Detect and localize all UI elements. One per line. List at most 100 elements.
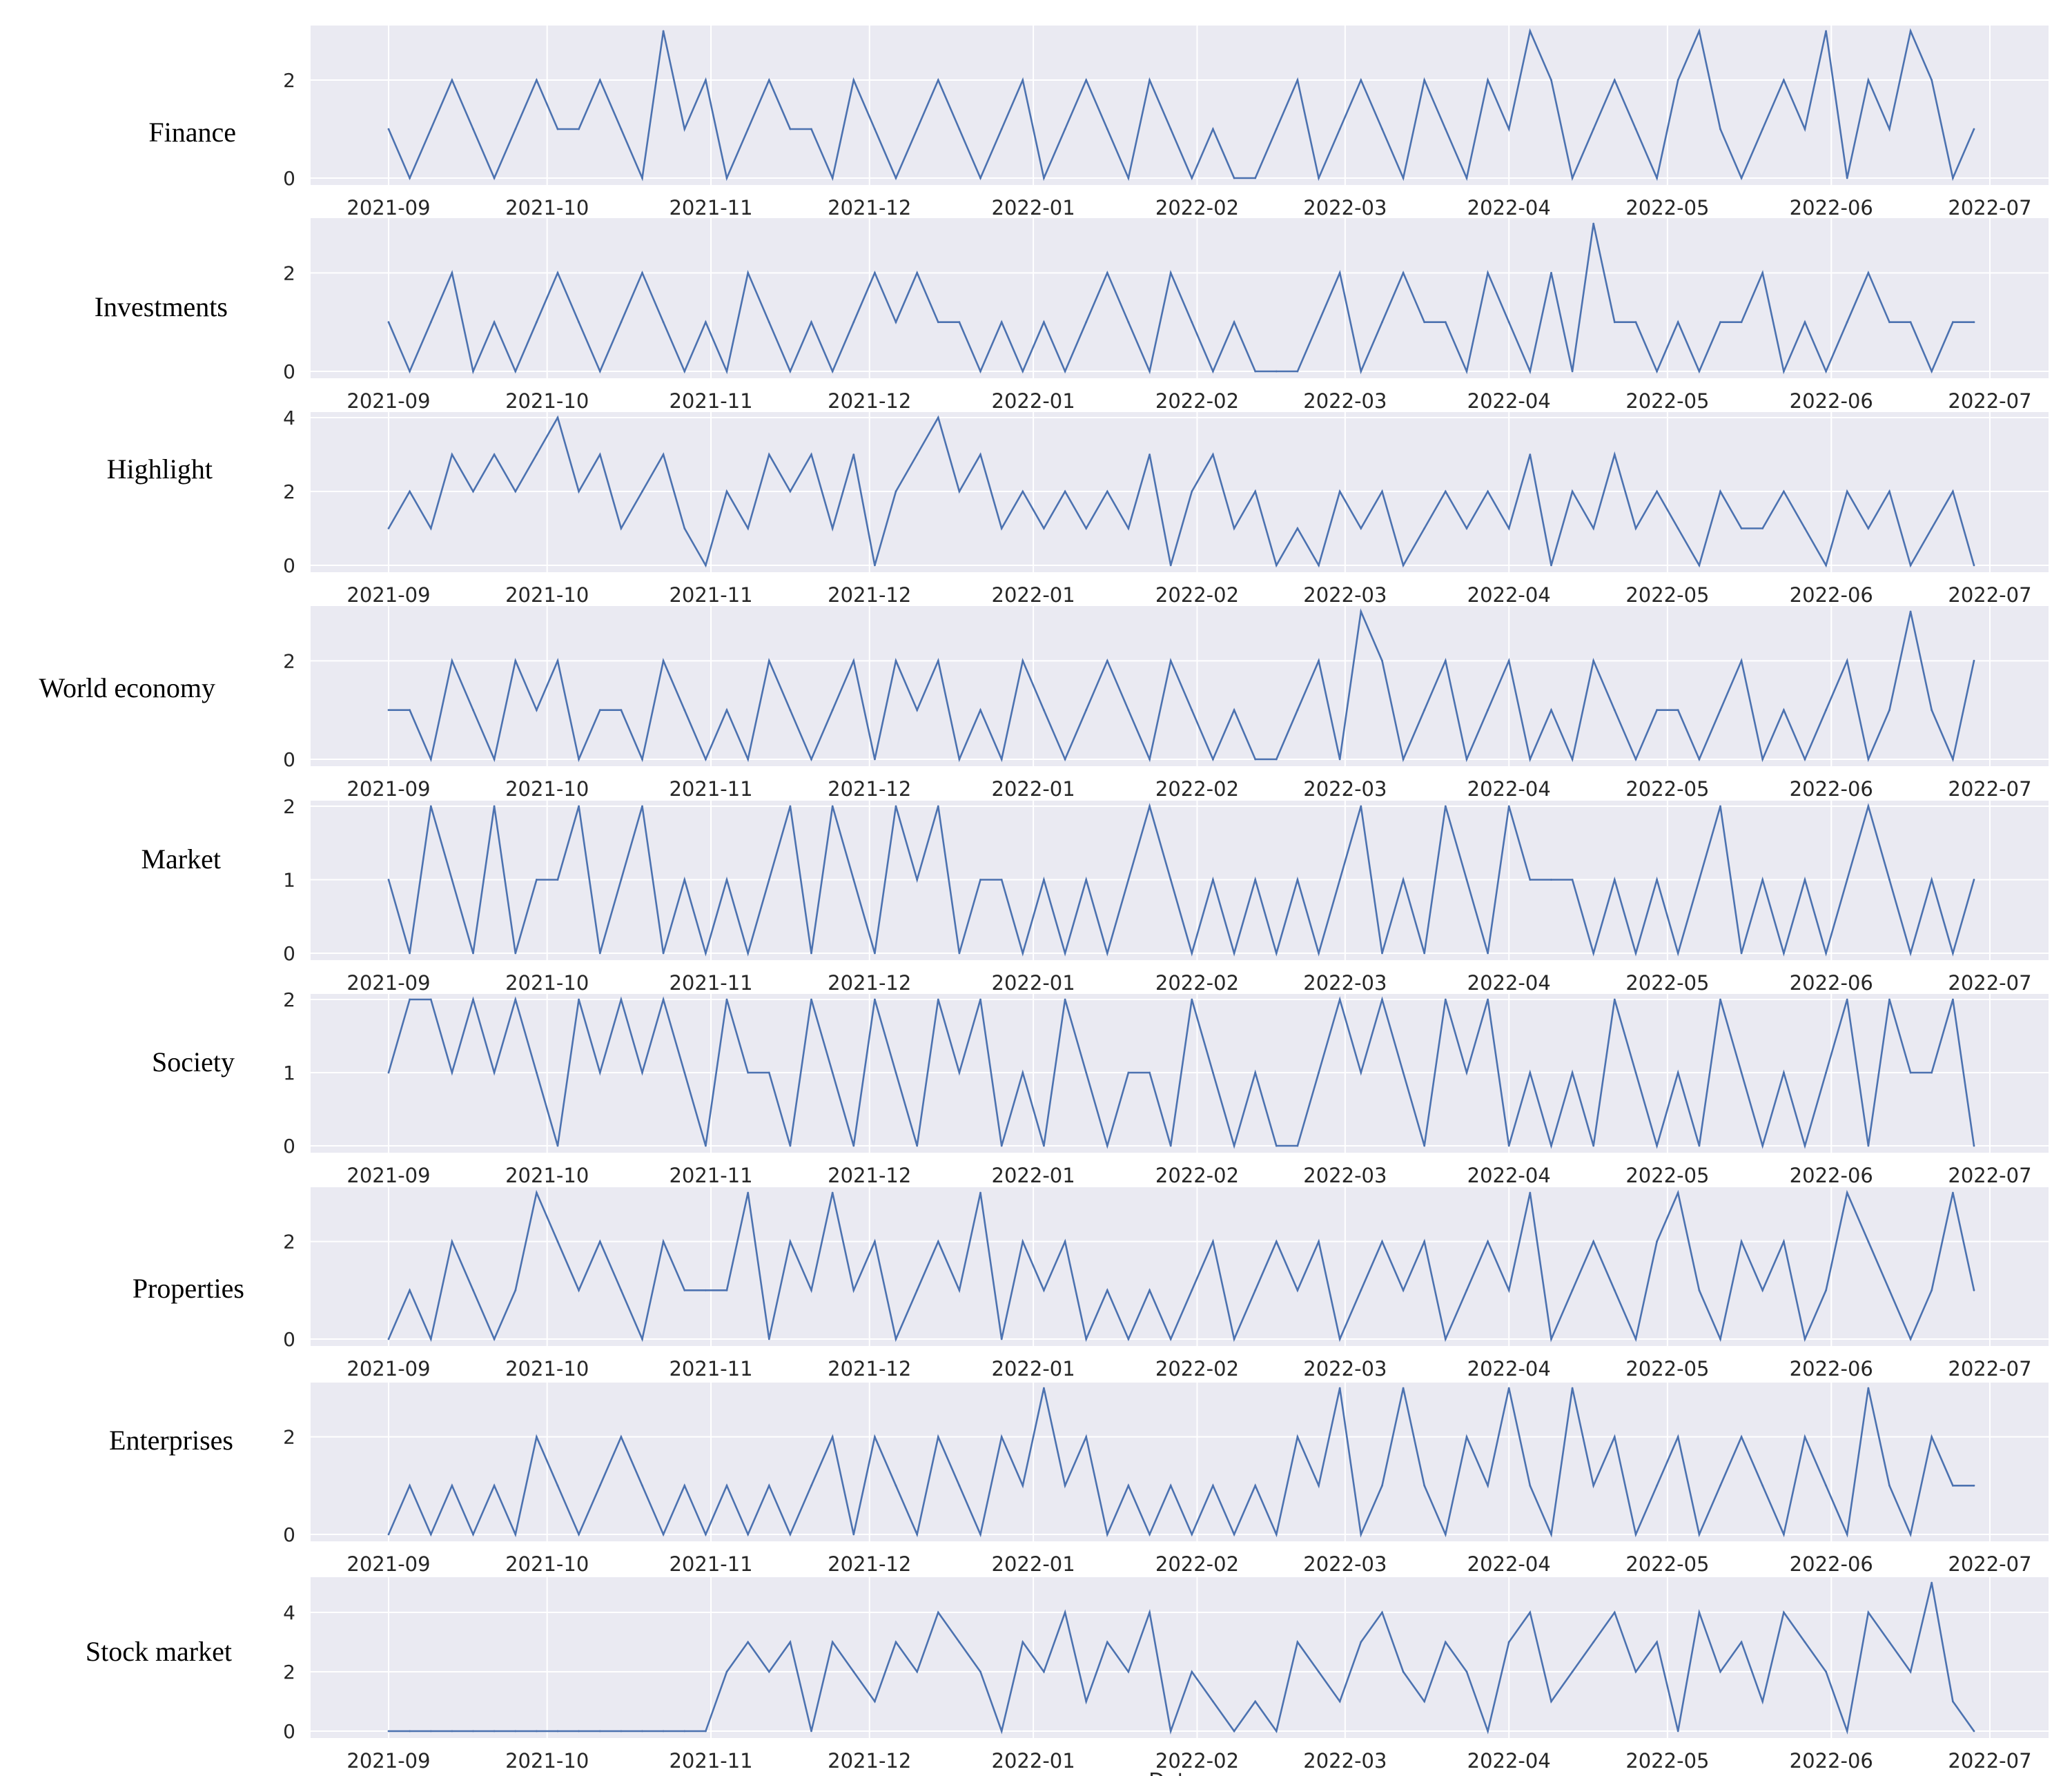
data-point	[1804, 1144, 1806, 1147]
data-point	[747, 527, 750, 529]
x-tick-label: 2022-05	[1625, 1164, 1709, 1187]
data-point	[1381, 490, 1383, 493]
panel-label: Society	[152, 1046, 235, 1077]
data-point	[1846, 177, 1848, 179]
series-line	[387, 28, 1975, 182]
data-point	[895, 659, 897, 662]
data-point	[1233, 1338, 1235, 1340]
x-tick-label: 2022-06	[1790, 777, 1873, 801]
data-point	[1613, 879, 1616, 881]
data-point	[1761, 527, 1764, 529]
data-point	[1212, 1700, 1214, 1703]
data-point	[1043, 527, 1045, 529]
x-tick-label: 2022-01	[992, 971, 1075, 995]
data-point	[578, 128, 580, 130]
data-point	[1973, 1289, 1975, 1291]
data-point	[620, 998, 623, 1001]
data-point	[387, 128, 390, 130]
data-point	[409, 1730, 411, 1733]
data-point	[705, 79, 707, 81]
data-point	[1550, 1144, 1552, 1147]
data-point	[1360, 527, 1362, 529]
data-point	[1043, 1670, 1045, 1673]
data-point	[1191, 952, 1193, 955]
data-point	[768, 321, 770, 324]
data-point	[493, 1484, 496, 1487]
data-point	[979, 1670, 981, 1673]
data-point	[1169, 128, 1172, 130]
data-point	[683, 1071, 686, 1074]
x-tick-label: 2021-11	[669, 777, 752, 801]
data-point	[1318, 1484, 1320, 1487]
data-point	[514, 1730, 517, 1733]
data-point	[578, 1289, 580, 1291]
data-point	[1783, 952, 1785, 955]
x-tick-label: 2021-12	[828, 196, 911, 219]
data-point	[725, 1484, 728, 1487]
data-point	[747, 1641, 750, 1643]
data-point	[725, 1289, 728, 1291]
data-point	[1254, 370, 1257, 373]
x-tick-label: 2022-02	[1155, 583, 1239, 607]
data-point	[1571, 370, 1574, 373]
data-point	[1783, 490, 1785, 493]
x-tick-label: 2022-01	[992, 1749, 1075, 1773]
x-tick-label: 2021-10	[505, 971, 589, 995]
y-tick-label: 0	[283, 167, 295, 190]
data-point	[536, 1071, 538, 1074]
data-point	[514, 952, 517, 955]
data-point	[1719, 998, 1721, 1001]
data-point	[1043, 879, 1045, 881]
data-point	[895, 177, 897, 179]
data-point	[1888, 1289, 1890, 1291]
data-point	[1888, 998, 1890, 1001]
data-point	[472, 998, 474, 1001]
data-point	[1465, 527, 1468, 529]
data-point	[1064, 490, 1066, 493]
data-point	[683, 1730, 686, 1733]
data-point	[1698, 564, 1701, 567]
data-point	[705, 564, 707, 567]
data-point	[1571, 490, 1574, 493]
data-point	[1973, 128, 1975, 130]
data-point	[1909, 1071, 1912, 1074]
data-point	[1127, 1670, 1130, 1673]
data-point	[1677, 1071, 1679, 1074]
data-point	[1423, 1240, 1426, 1243]
data-point	[1698, 1289, 1701, 1291]
data-point	[472, 128, 474, 130]
data-point	[1909, 1670, 1912, 1673]
data-point	[493, 177, 496, 179]
data-point	[1592, 1144, 1595, 1147]
panel-label: Enterprises	[109, 1425, 233, 1456]
data-point	[1064, 370, 1066, 373]
data-point	[1212, 453, 1214, 456]
y-tick-label: 2	[283, 69, 295, 92]
x-tick-label: 2022-01	[992, 1552, 1075, 1576]
data-point	[641, 1484, 643, 1487]
data-point	[1740, 321, 1743, 324]
data-point	[1825, 1071, 1828, 1074]
data-point	[1867, 1387, 1870, 1389]
data-point	[1043, 1387, 1045, 1389]
data-point	[937, 805, 939, 808]
data-point	[1656, 1641, 1659, 1643]
data-point	[1360, 1533, 1362, 1536]
data-point	[1465, 1289, 1468, 1291]
data-point	[620, 709, 623, 712]
data-point	[1952, 758, 1954, 761]
x-tick-label: 2021-09	[346, 1749, 430, 1773]
data-point	[1043, 177, 1045, 179]
x-tick-label: 2021-11	[669, 196, 752, 219]
data-point	[1233, 177, 1235, 179]
data-point	[1275, 1730, 1278, 1733]
data-point	[1550, 271, 1552, 274]
x-tick-label: 2022-03	[1303, 1749, 1387, 1773]
x-tick-label: 2021-11	[669, 1357, 752, 1380]
data-point	[725, 879, 728, 881]
x-tick-label: 2021-09	[346, 1164, 430, 1187]
data-point	[1761, 879, 1764, 881]
data-point	[1846, 879, 1848, 881]
data-point	[1423, 1144, 1426, 1147]
data-point	[451, 453, 453, 456]
